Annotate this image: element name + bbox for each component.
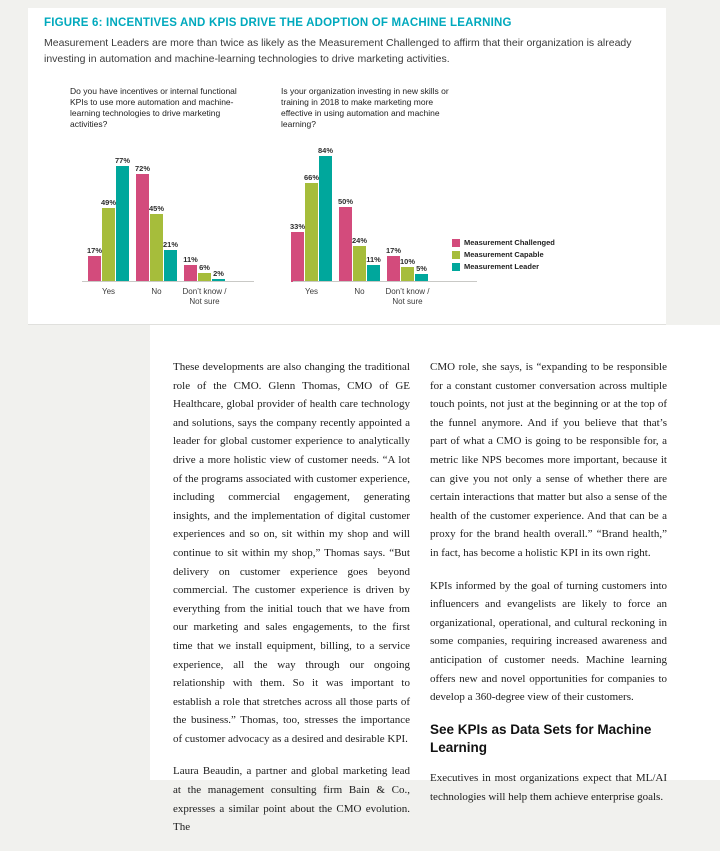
article-column-right: CMO role, she says, is “expanding to be … (430, 358, 667, 851)
paragraph: These developments are also changing the… (173, 361, 410, 745)
bar-value-label: 2% (213, 268, 224, 278)
category-label: Yes (101, 286, 116, 296)
legend-item-challenged: Measurement Challenged (452, 238, 555, 247)
article-content: These developments are also changing the… (150, 325, 720, 833)
category-label: Don’t know / Not sure (385, 286, 430, 306)
category-label: Yes (304, 286, 319, 296)
paragraph: CMO role, she says, is “expanding to be … (430, 361, 667, 559)
bar-measurement-challenged (291, 232, 304, 282)
bar-value-label: 6% (199, 262, 210, 272)
bar-measurement-capable (102, 208, 115, 282)
bar-group: 17% 49% 77% Yes (87, 142, 131, 296)
article-columns: These developments are also changing the… (150, 325, 720, 851)
paragraph: KPIs informed by the goal of turning cus… (430, 579, 667, 704)
bar-value-label: 49% (101, 198, 117, 208)
bar-value-label: 84% (318, 145, 334, 155)
legend-swatch-capable (452, 250, 460, 259)
bar-value-label: 11% (366, 255, 381, 265)
legend-label: Measurement Capable (464, 250, 544, 259)
bar-measurement-leader (367, 265, 380, 282)
bar-measurement-leader (415, 274, 428, 282)
bar-value-label: 24% (352, 235, 368, 245)
charts-row: Do you have incentives or internal funct… (44, 85, 650, 306)
bar-measurement-leader (319, 155, 332, 282)
category-label: Don’t know / Not sure (182, 286, 227, 306)
bar-measurement-leader (212, 278, 225, 282)
bar-value-label: 33% (290, 222, 306, 232)
article-column-left: These developments are also changing the… (173, 358, 410, 851)
category-label: No (151, 286, 162, 296)
bar-group: 11% 6% 2% Don’t know / Not sure (182, 142, 226, 306)
bar-measurement-challenged (184, 265, 197, 282)
bar-measurement-challenged (339, 206, 352, 282)
legend-swatch-leader (452, 262, 460, 271)
bar-chart-investing: Is your organization investing in new sk… (281, 85, 477, 306)
legend-item-capable: Measurement Capable (452, 250, 555, 259)
bar-group: 33% 66% 84% Yes (290, 142, 334, 296)
bar-value-label: 77% (115, 156, 131, 166)
bar-measurement-capable (401, 266, 414, 282)
bar-value-label: 72% (135, 163, 151, 173)
category-label: No (354, 286, 365, 296)
legend-swatch-challenged (452, 238, 460, 247)
bar-measurement-capable (353, 245, 366, 282)
bar-value-label: 50% (338, 196, 354, 206)
paragraph: Executives in most organizations expect … (430, 772, 667, 803)
legend-label: Measurement Challenged (464, 238, 555, 247)
bar-measurement-capable (198, 272, 211, 282)
figure-subtitle: Measurement Leaders are more than twice … (44, 37, 632, 66)
bar-group: 17% 10% 5% Don’t know / Not sure (385, 142, 429, 306)
bar-value-label: 17% (87, 246, 103, 256)
bar-measurement-challenged (136, 173, 149, 282)
bar-measurement-leader (116, 166, 129, 282)
figure-title: FIGURE 6: INCENTIVES AND KPIS DRIVE THE … (44, 17, 512, 29)
figure-card: FIGURE 6: INCENTIVES AND KPIS DRIVE THE … (28, 8, 666, 325)
section-heading: See KPIs as Data Sets for Machine Learni… (430, 721, 652, 755)
chart-legend: Measurement Challenged Measurement Capab… (452, 238, 555, 274)
chart-question-right: Is your organization investing in new sk… (281, 85, 449, 129)
bar-chart-incentives: Do you have incentives or internal funct… (70, 85, 254, 306)
bar-group: 72% 45% 21% No (135, 142, 179, 296)
bar-measurement-challenged (387, 256, 400, 282)
legend-label: Measurement Leader (464, 262, 540, 271)
bar-measurement-leader (164, 250, 177, 282)
chart-plot-right: 33% 66% 84% Yes 50% 24% 11% No 17% 10% 5% Don’t kno… (281, 142, 477, 306)
bar-value-label: 10% (400, 256, 416, 266)
bar-measurement-challenged (88, 256, 101, 282)
bar-measurement-capable (305, 182, 318, 282)
bar-value-label: 45% (149, 204, 165, 214)
bar-value-label: 66% (304, 172, 320, 182)
chart-plot-left: 17% 49% 77% Yes 72% 45% 21% No 11% 6% 2% Don’t know… (70, 142, 254, 306)
bar-value-label: 5% (416, 264, 427, 274)
bar-value-label: 11% (183, 255, 198, 265)
paragraph: Laura Beaudin, a partner and global mark… (173, 765, 410, 834)
bar-value-label: 17% (386, 246, 402, 256)
bar-measurement-capable (150, 214, 163, 282)
bar-group: 50% 24% 11% No (338, 142, 381, 296)
legend-item-leader: Measurement Leader (452, 262, 555, 271)
chart-question-left: Do you have incentives or internal funct… (70, 85, 237, 129)
bar-value-label: 21% (163, 240, 179, 250)
